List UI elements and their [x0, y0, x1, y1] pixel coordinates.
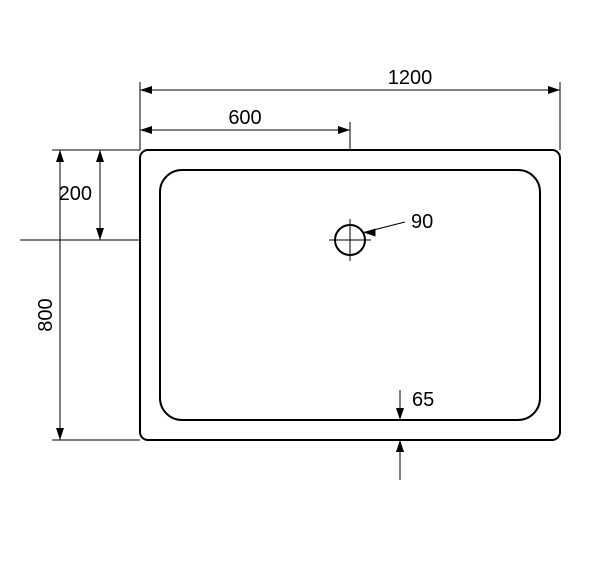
arrowhead — [96, 150, 104, 162]
dim-drain-dia: 90 — [411, 211, 433, 233]
arrowhead — [548, 86, 560, 94]
arrowhead — [96, 228, 104, 240]
arrowhead — [364, 229, 376, 237]
arrowhead — [396, 440, 404, 452]
arrowhead — [140, 86, 152, 94]
arrowhead — [140, 126, 152, 134]
dim-height-full: 800 — [35, 298, 57, 331]
inner-tray — [160, 170, 540, 420]
arrowhead — [396, 408, 404, 420]
arrowhead — [338, 126, 350, 134]
dim-wall-thick: 65 — [412, 389, 434, 411]
arrowhead — [56, 428, 64, 440]
arrowhead — [56, 150, 64, 162]
shower-tray-drawing: 1200 600 200 800 90 65 — [0, 0, 600, 571]
dim-width-full: 1200 — [388, 67, 433, 89]
dim-height-drain: 200 — [59, 183, 92, 205]
dim-width-half: 600 — [228, 107, 261, 129]
outer-tray — [140, 150, 560, 440]
